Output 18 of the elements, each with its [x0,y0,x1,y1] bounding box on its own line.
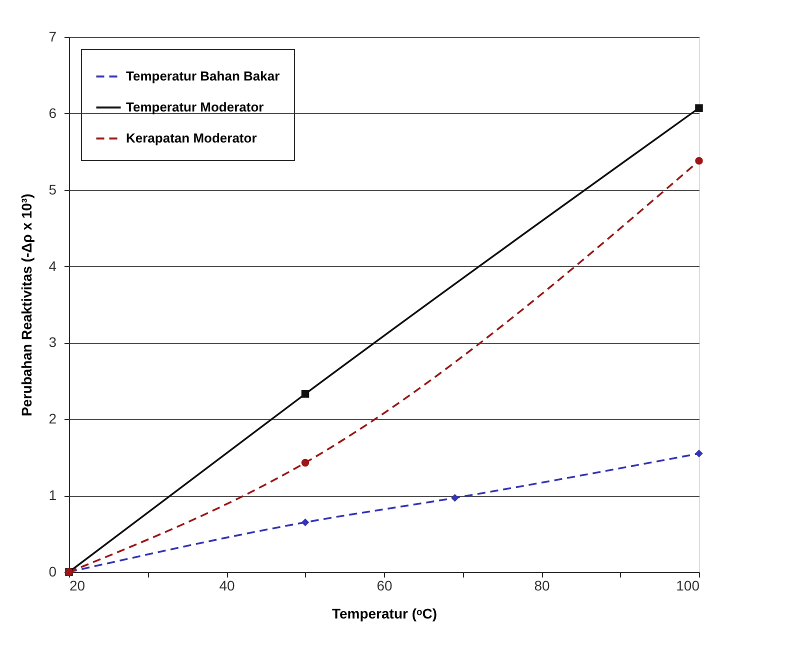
y-tick-label: 7 [48,28,57,44]
y-tick-label: 4 [48,258,57,274]
y-axis-title: Perubahan Reaktivitas (-Δρ x 10³) [18,194,35,416]
y-tick-label: 1 [48,487,57,504]
x-axis-title: Temperatur (ᵒC) [332,606,438,622]
legend-label: Temperatur Bahan Bakar [126,68,280,84]
x-tick-label: 40 [219,578,235,594]
y-tick-label: 2 [48,410,57,427]
x-tick-label: 80 [534,578,550,594]
x-tick-label: 20 [70,578,86,594]
y-tick-label: 0 [48,564,57,580]
y-tick-label: 3 [48,334,57,350]
x-tick-label: 60 [376,578,392,594]
x-tick-label: 100 [676,578,700,594]
legend-label: Temperatur Moderator [126,100,264,114]
y-tick-label: 5 [48,181,57,198]
legend-label: Kerapatan Moderator [126,130,257,146]
y-tick-label: 6 [48,104,57,121]
